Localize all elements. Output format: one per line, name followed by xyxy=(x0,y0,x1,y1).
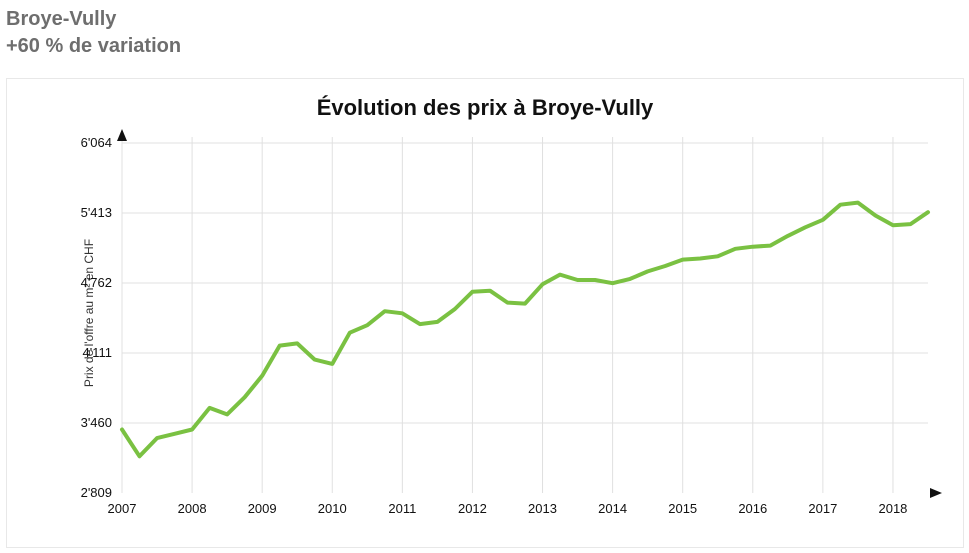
svg-text:2013: 2013 xyxy=(528,501,557,516)
svg-text:6'064: 6'064 xyxy=(81,135,112,150)
region-name: Broye-Vully xyxy=(6,6,969,33)
svg-text:2007: 2007 xyxy=(108,501,137,516)
svg-text:2009: 2009 xyxy=(248,501,277,516)
plot-area: 2'8093'4604'1114'7625'4136'0642007200820… xyxy=(122,137,942,517)
svg-text:4'111: 4'111 xyxy=(83,345,112,360)
chart-svg: 2'8093'4604'1114'7625'4136'0642007200820… xyxy=(122,137,942,517)
y-axis-label: Prix de l'offre au m² en CHF xyxy=(82,239,96,387)
svg-text:2012: 2012 xyxy=(458,501,487,516)
svg-text:2015: 2015 xyxy=(668,501,697,516)
svg-text:2010: 2010 xyxy=(318,501,347,516)
svg-text:5'413: 5'413 xyxy=(81,205,112,220)
svg-text:2016: 2016 xyxy=(738,501,767,516)
svg-text:2'809: 2'809 xyxy=(81,485,112,500)
svg-text:2011: 2011 xyxy=(388,501,416,516)
svg-text:4'762: 4'762 xyxy=(81,275,112,290)
svg-text:2008: 2008 xyxy=(178,501,207,516)
header-block: Broye-Vully +60 % de variation xyxy=(0,0,969,60)
svg-text:2017: 2017 xyxy=(808,501,837,516)
chart-title: Évolution des prix à Broye-Vully xyxy=(7,95,963,121)
svg-text:3'460: 3'460 xyxy=(81,415,112,430)
variation-text: +60 % de variation xyxy=(6,33,969,60)
svg-text:2018: 2018 xyxy=(878,501,907,516)
chart-container: Évolution des prix à Broye-Vully Prix de… xyxy=(6,78,964,548)
svg-text:2014: 2014 xyxy=(598,501,627,516)
